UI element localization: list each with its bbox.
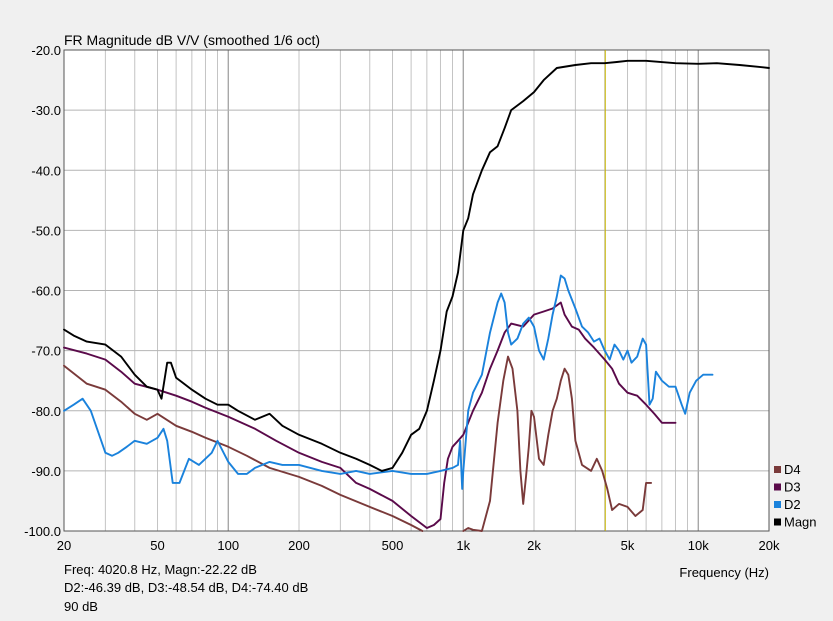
x-tick-label: 50 [150, 538, 164, 553]
x-tick-label: 20 [57, 538, 71, 553]
x-axis-label: Frequency (Hz) [679, 565, 769, 580]
series-d3 [63, 301, 677, 529]
series-magn [63, 59, 770, 472]
y-tick-label: -40.0 [31, 163, 61, 178]
x-tick-label: 10k [688, 538, 709, 553]
series-d2 [63, 274, 714, 490]
series-line-d2 [63, 274, 714, 490]
legend-swatch-d4 [774, 466, 781, 473]
y-tick-label: -100.0 [24, 524, 61, 539]
x-tick-label: 20k [759, 538, 780, 553]
x-tick-label: 1k [456, 538, 470, 553]
y-tick-label: -30.0 [31, 103, 61, 118]
x-tick-label: 5k [621, 538, 635, 553]
x-tick-label: 500 [382, 538, 404, 553]
readout-distortion: D2:-46.39 dB, D3:-48.54 dB, D4:-74.40 dB [64, 580, 309, 595]
legend-swatch-d3 [774, 483, 781, 491]
y-tick-label: -70.0 [31, 344, 61, 359]
legend-label-d4: D4 [784, 462, 801, 477]
y-tick-label: -20.0 [31, 43, 61, 58]
plot-frame [63, 49, 770, 532]
x-tick-label: 100 [217, 538, 239, 553]
legend: D4 D3 D2 Magn [774, 462, 817, 530]
y-tick-label: -90.0 [31, 464, 61, 479]
series-line-magn [63, 59, 770, 472]
series-line-d4 [462, 355, 653, 532]
readout-freq-magn: Freq: 4020.8 Hz, Magn:-22.22 dB [64, 562, 257, 577]
x-tick-label: 2k [527, 538, 541, 553]
y-tick-label: -60.0 [31, 284, 61, 299]
legend-label-d2: D2 [784, 497, 801, 512]
legend-label-d3: D3 [784, 480, 801, 495]
legend-swatch-d2 [774, 501, 781, 508]
chart-title: FR Magnitude dB V/V (smoothed 1/6 oct) [64, 32, 320, 48]
readout-level: 90 dB [64, 599, 98, 614]
legend-label-magn: Magn [784, 515, 817, 530]
legend-swatch-magn [774, 518, 781, 526]
series-line-d3 [63, 301, 677, 529]
y-tick-label: -80.0 [31, 404, 61, 419]
x-tick-label: 200 [288, 538, 310, 553]
y-tick-label: -50.0 [31, 223, 61, 238]
